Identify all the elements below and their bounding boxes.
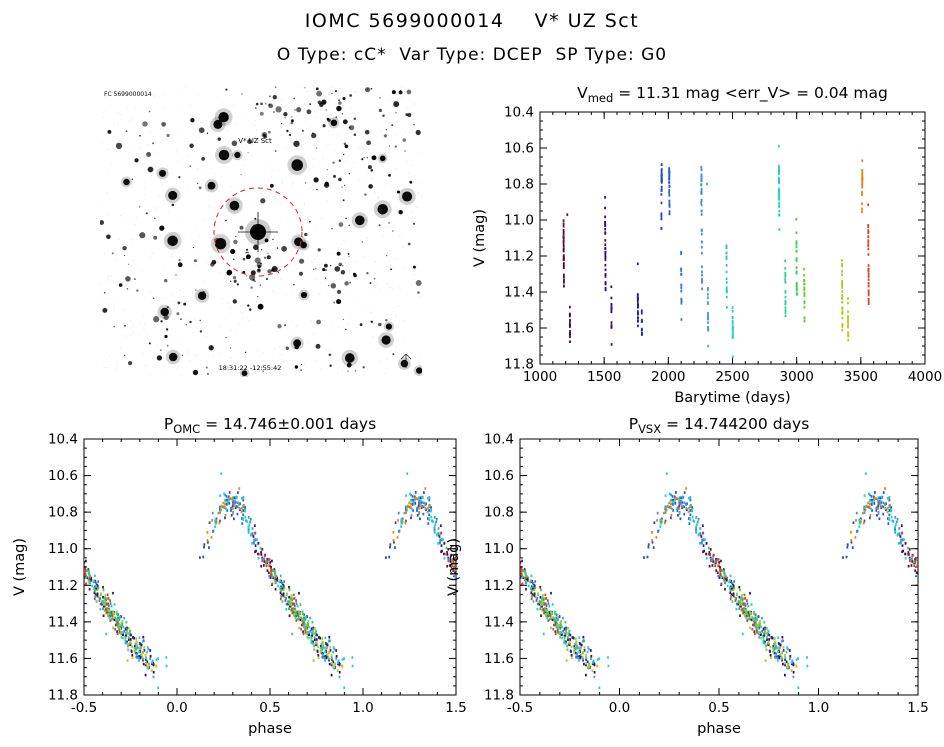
axis-labels: -0.5 0.0 0.5 1.0 1.5 10.4 10.6 10.8 11.0 11.2 11.4… bbox=[12, 432, 467, 738]
x-tick-label: 2000 bbox=[651, 369, 685, 385]
star-field bbox=[100, 86, 422, 377]
x-axis-label: phase bbox=[248, 721, 292, 737]
finder-annotation-id: FC 5699000014 bbox=[104, 91, 152, 98]
data-points bbox=[562, 144, 870, 359]
x-tick-label: -0.5 bbox=[71, 700, 97, 716]
axis-ticks bbox=[539, 111, 926, 365]
page-title: IOMC 5699000014 V* UZ Sct bbox=[304, 10, 640, 32]
y-axis-label: V (mag) bbox=[472, 209, 488, 267]
y-tick-label: 11.0 bbox=[484, 541, 514, 557]
y-axis-label: V (mag) bbox=[446, 538, 462, 596]
chart-title: PVSX = 14.744200 days bbox=[629, 415, 810, 436]
y-tick-label: 11.0 bbox=[48, 541, 78, 557]
y-tick-label: 10.6 bbox=[48, 468, 78, 484]
y-tick-label: 10.8 bbox=[504, 177, 534, 193]
x-tick-label: 0.0 bbox=[609, 700, 630, 716]
y-tick-label: 11.2 bbox=[48, 578, 78, 594]
axis-ticks bbox=[519, 438, 919, 696]
x-tick-label: 1000 bbox=[523, 369, 557, 385]
data-points bbox=[84, 472, 456, 689]
y-tick-label: 11.4 bbox=[504, 285, 534, 301]
x-tick-label: 1.0 bbox=[808, 700, 829, 716]
chart-title: Vmed = 11.31 mag <err_V> = 0.04 mag bbox=[577, 84, 888, 105]
x-tick-label: 2500 bbox=[715, 369, 749, 385]
y-tick-label: 11.2 bbox=[484, 578, 514, 594]
x-tick-label: 3000 bbox=[779, 369, 813, 385]
y-tick-label: 10.4 bbox=[484, 432, 514, 448]
x-tick-label: 0.5 bbox=[708, 700, 729, 716]
y-tick-label: 10.8 bbox=[48, 505, 78, 521]
x-tick-label: 1.5 bbox=[445, 700, 466, 716]
phase-folded-omc-chart: -0.5 0.0 0.5 1.0 1.5 10.4 10.6 10.8 11.0 11.2 11.4… bbox=[12, 415, 467, 738]
x-tick-label: 0.0 bbox=[166, 700, 187, 716]
y-tick-label: 11.8 bbox=[504, 357, 534, 373]
y-tick-label: 11.6 bbox=[48, 651, 78, 667]
chart-title: POMC = 14.746±0.001 days bbox=[164, 415, 376, 436]
finder-chart-image: FC 5699000014 V* UZ Sct 18:31:22 -12:55:42 bbox=[100, 86, 422, 377]
x-axis-label: Barytime (days) bbox=[674, 390, 790, 406]
x-axis-label: phase bbox=[697, 721, 741, 737]
axis-labels: -0.5 0.0 0.5 1.0 1.5 10.4 10.6 10.8 11.0 11.2 11.4… bbox=[446, 432, 929, 738]
page-subtitle: O Type: cC* Var Type: DCEP SP Type: G0 bbox=[276, 45, 668, 65]
y-tick-label: 11.4 bbox=[484, 614, 514, 630]
y-axis-label: V (mag) bbox=[12, 538, 28, 596]
x-tick-label: 0.5 bbox=[259, 700, 280, 716]
x-tick-label: 1.5 bbox=[907, 700, 928, 716]
y-tick-label: 10.6 bbox=[504, 141, 534, 157]
target-marker-circle bbox=[213, 187, 303, 277]
finder-annotation-coords: 18:31:22 -12:55:42 bbox=[219, 364, 282, 372]
x-tick-label: 1.0 bbox=[352, 700, 373, 716]
y-tick-label: 11.8 bbox=[484, 688, 514, 704]
y-tick-label: 11.6 bbox=[504, 321, 534, 337]
y-tick-label: 10.8 bbox=[484, 505, 514, 521]
y-tick-label: 10.4 bbox=[504, 105, 534, 121]
y-tick-label: 10.6 bbox=[484, 468, 514, 484]
x-tick-label: 4000 bbox=[908, 369, 942, 385]
y-tick-label: 11.2 bbox=[504, 249, 534, 265]
phase-folded-vsx-chart: -0.5 0.0 0.5 1.0 1.5 10.4 10.6 10.8 11.0 11.2 11.4… bbox=[446, 415, 929, 738]
y-tick-label: 11.0 bbox=[504, 213, 534, 229]
y-tick-label: 11.8 bbox=[48, 688, 78, 704]
axis-labels: 1000 1500 2000 2500 3000 3500 4000 10.4 10.6 10.8… bbox=[472, 105, 942, 407]
y-tick-label: 11.6 bbox=[484, 651, 514, 667]
timeseries-lightcurve-chart: 1000 1500 2000 2500 3000 3500 4000 10.4 10.6 10.8… bbox=[472, 84, 942, 407]
x-tick-label: 3500 bbox=[844, 369, 878, 385]
finder-annotation-target: V* UZ Sct bbox=[238, 137, 272, 145]
y-tick-label: 11.4 bbox=[48, 614, 78, 630]
orientation-arrow-icon bbox=[400, 353, 412, 368]
x-tick-label: -0.5 bbox=[507, 700, 533, 716]
y-tick-label: 10.4 bbox=[48, 432, 78, 448]
x-tick-label: 1500 bbox=[587, 369, 621, 385]
data-points bbox=[520, 472, 918, 689]
